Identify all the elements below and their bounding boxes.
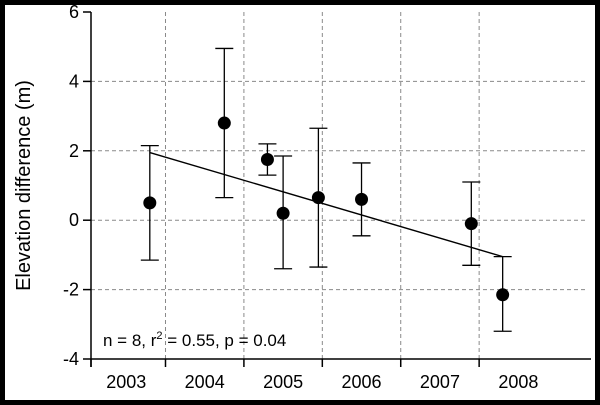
axis-layer: -4 -2 0 2 4 6 2003 2004 2005 2006 2007 2008 (63, 5, 591, 392)
x-tick-label: 2008 (498, 372, 538, 392)
label-layer: Elevation difference (m) n = 8, r2 = 0.5… (13, 80, 286, 350)
data-point (143, 196, 157, 210)
data-point (311, 191, 325, 205)
data-point (496, 288, 510, 302)
y-tick-label: -2 (63, 280, 79, 300)
error-bar-layer (140, 47, 512, 332)
y-tick-label: 2 (69, 141, 79, 161)
trend-layer (149, 151, 503, 258)
y-tick-label: -4 (63, 349, 79, 369)
y-tick-label: 4 (69, 71, 79, 91)
point-layer (143, 116, 510, 302)
stats-annotation-suffix: = 0.55, p = 0.04 (163, 331, 287, 350)
x-tick-label: 2006 (342, 372, 382, 392)
y-tick-label: 6 (69, 5, 79, 22)
y-tick-label: 0 (69, 210, 79, 230)
scatter-chart: -4 -2 0 2 4 6 2003 2004 2005 2006 2007 2008 Elevati… (13, 5, 591, 392)
stats-annotation: n = 8, r2 = 0.55, p = 0.04 (103, 330, 286, 350)
stats-annotation-superscript: 2 (156, 330, 162, 342)
trend-line (149, 151, 503, 258)
stats-annotation-prefix: n = 8, r (103, 331, 157, 350)
data-point (217, 116, 231, 130)
data-point (276, 206, 290, 220)
y-axis-label: Elevation difference (m) (13, 80, 35, 291)
x-tick-label: 2004 (185, 372, 225, 392)
data-point (355, 192, 369, 206)
grid-layer (91, 12, 585, 359)
data-point (260, 152, 274, 166)
x-tick-label: 2007 (420, 372, 460, 392)
x-tick-label: 2003 (106, 372, 146, 392)
chart-panel: -4 -2 0 2 4 6 2003 2004 2005 2006 2007 2008 Elevati… (5, 5, 595, 400)
x-tick-label: 2005 (263, 372, 303, 392)
data-point (464, 217, 478, 231)
